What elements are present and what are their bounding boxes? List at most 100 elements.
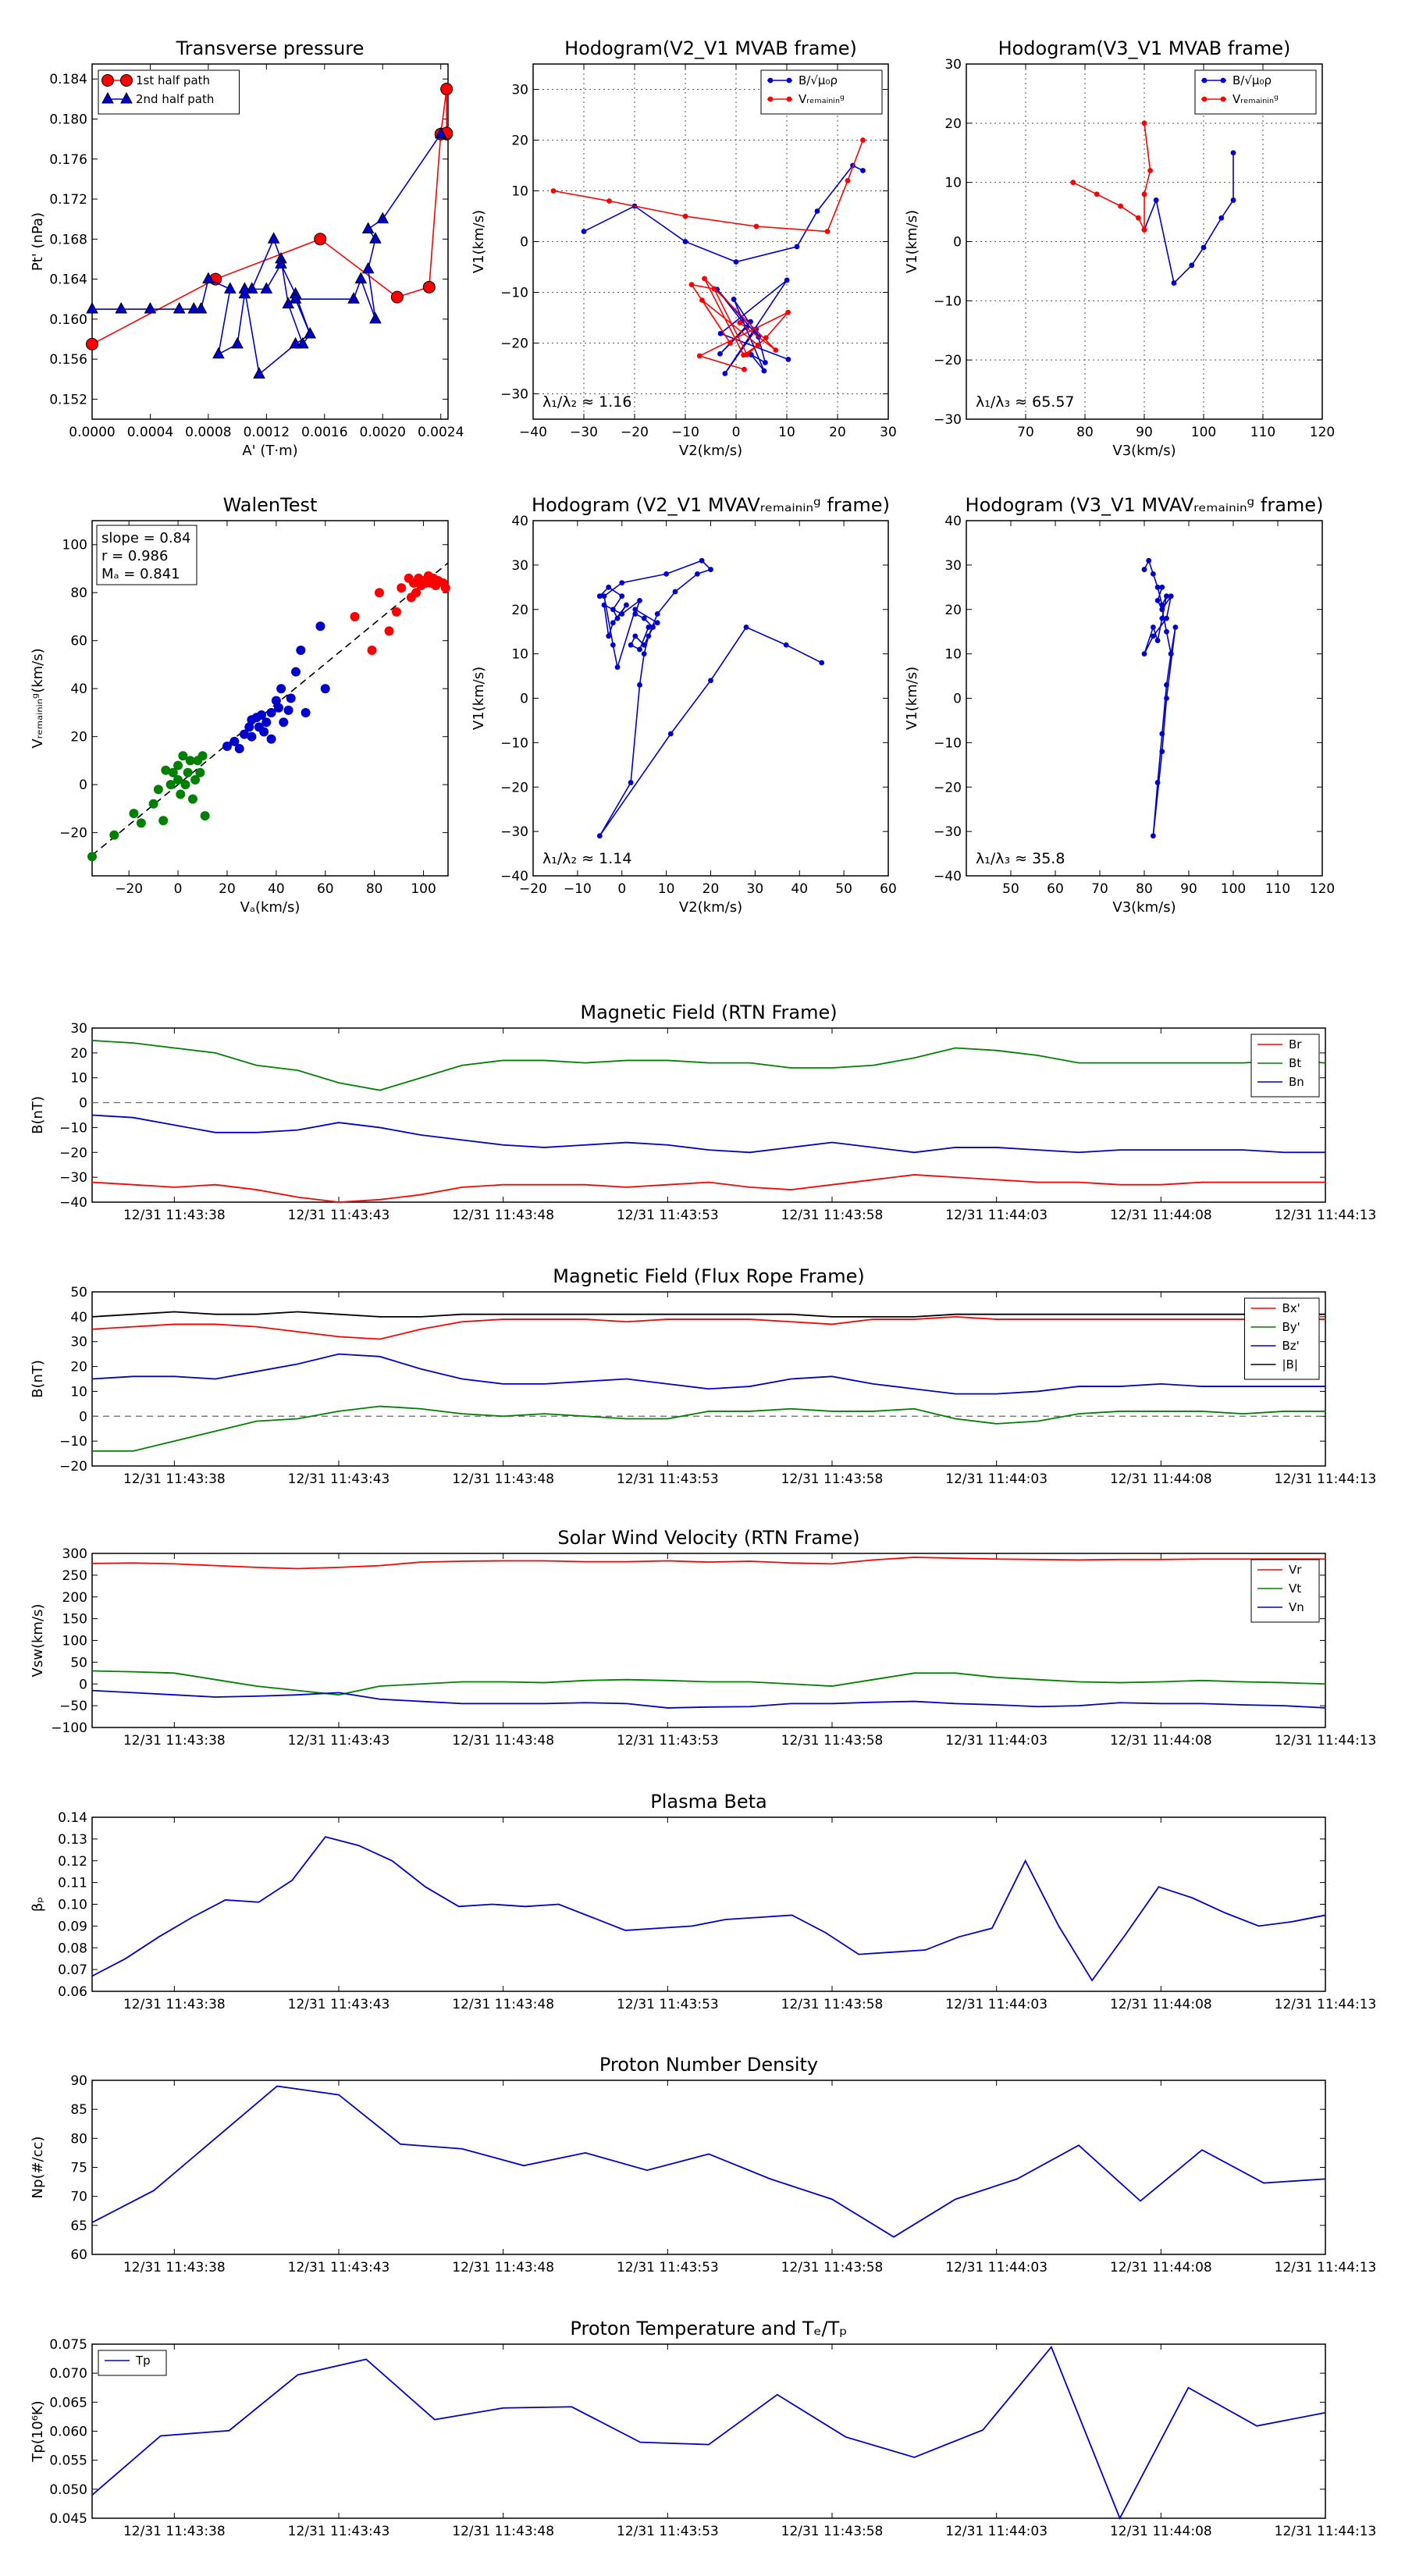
scatter-point	[315, 621, 325, 632]
y-tick-label: 0.045	[49, 2511, 87, 2527]
y-tick-label: 90	[70, 2073, 87, 2089]
data-point	[1230, 150, 1236, 156]
y-tick-label: −20	[934, 780, 962, 795]
y-tick-label: 60	[70, 2247, 87, 2263]
chart-title: Hodogram(V2_V1 MVAB frame)	[564, 37, 857, 59]
x-tick-label: 10	[658, 881, 675, 897]
x-tick-label: 12/31 11:43:48	[452, 1208, 554, 1223]
y-tick-label: 70	[70, 2190, 87, 2205]
data-point	[646, 633, 652, 639]
y-tick-label: 0.075	[49, 2337, 87, 2353]
data-point	[86, 301, 98, 314]
x-tick-label: 80	[1076, 425, 1094, 440]
cluster-point	[699, 297, 705, 303]
y-tick-label: 20	[70, 1046, 87, 1062]
scatter-point	[129, 809, 139, 819]
x-tick-label: 12/31 11:44:13	[1275, 1733, 1377, 1749]
y-tick-label: 0.050	[49, 2482, 87, 2498]
ratio-annotation: λ₁/λ₂ ≈ 1.16	[542, 393, 631, 411]
y-tick-label: −10	[934, 735, 962, 751]
scatter-point	[286, 693, 296, 703]
legend-box	[1250, 1034, 1320, 1098]
series-line	[599, 560, 823, 837]
plot-frame	[91, 2343, 1326, 2519]
data-point	[253, 367, 265, 379]
series-line	[91, 1689, 1326, 1709]
data-point	[1164, 628, 1169, 635]
data-point	[1151, 571, 1156, 577]
y-tick-label: 200	[62, 1590, 87, 1606]
x-tick-label: 20	[219, 881, 236, 897]
scatter-point	[239, 729, 249, 739]
y-tick-label: −20	[59, 1459, 87, 1475]
x-tick-label: 0.0008	[185, 425, 231, 440]
x-tick-label: −20	[519, 881, 547, 897]
y-axis-label: B(nT)	[30, 1096, 46, 1134]
legend-label: 1st half path	[136, 73, 210, 87]
x-tick-label: 12/31 11:43:53	[617, 1471, 719, 1487]
x-tick-label: 12/31 11:44:03	[945, 1471, 1048, 1487]
y-tick-label: −10	[59, 1434, 87, 1450]
chart-p5: Hodogram (V2_V1 MVAVᵣₑₘₐᵢₙᵢₙᵍ frame)−20−…	[471, 494, 897, 916]
y-tick-label: 30	[944, 57, 962, 73]
y-tick-label: 30	[944, 558, 962, 574]
data-point	[1159, 584, 1165, 590]
legend-label: |B|	[1282, 1357, 1298, 1372]
y-tick-label: −30	[500, 387, 528, 403]
y-tick-label: −20	[59, 826, 87, 841]
series-line	[91, 88, 447, 345]
cluster-point	[742, 366, 747, 372]
scatter-point	[158, 816, 169, 826]
x-tick-label: 12/31 11:43:53	[617, 1733, 719, 1749]
data-point	[304, 327, 317, 339]
cluster-point	[784, 277, 790, 283]
scatter-point	[247, 731, 257, 742]
scatter-point	[165, 780, 176, 790]
data-point	[672, 589, 678, 595]
y-tick-label: 80	[70, 2131, 87, 2147]
data-point	[614, 664, 621, 671]
chart-t5: Proton Number Density 12/31 11:43:38 12/31…	[30, 2054, 1376, 2275]
chart-p1: Transverse pressure 0.0000 0.0004 0.0008 0.0…	[30, 37, 464, 459]
y-tick-label: 0.184	[49, 72, 87, 87]
data-point	[238, 282, 251, 294]
data-point	[1159, 607, 1165, 613]
legend-marker	[1220, 96, 1226, 102]
data-point	[212, 347, 225, 359]
data-point	[1141, 191, 1147, 197]
x-tick-label: 12/31 11:43:48	[452, 2524, 554, 2539]
y-tick-label: 20	[944, 116, 962, 132]
cluster-point	[748, 352, 754, 358]
data-point	[347, 292, 360, 304]
chart-title: Hodogram(V3_V1 MVAB frame)	[998, 37, 1291, 59]
legend-marker	[786, 77, 792, 84]
x-tick-label: 0.0024	[418, 425, 464, 440]
legend-marker	[101, 91, 114, 104]
data-point	[860, 137, 866, 143]
stats-box	[96, 525, 197, 585]
scatter-point	[276, 684, 286, 694]
x-tick-label: −10	[671, 425, 699, 440]
data-point	[1141, 226, 1147, 233]
y-tick-label: 250	[62, 1568, 87, 1584]
data-point	[824, 229, 831, 234]
x-tick-label: 12/31 11:43:48	[452, 2260, 554, 2275]
data-point	[632, 607, 638, 613]
x-axis-label: V3(km/s)	[1112, 899, 1176, 916]
series-line	[91, 1114, 1325, 1154]
x-tick-label: 12/31 11:44:03	[945, 1208, 1048, 1223]
x-axis-label: V2(km/s)	[679, 443, 742, 459]
data-point	[1136, 215, 1141, 221]
data-point	[314, 233, 327, 246]
scatter-point	[440, 583, 450, 593]
y-axis-label: Tp(10⁶K)	[30, 2400, 46, 2462]
y-axis-label: B(nT)	[30, 1360, 46, 1398]
series-line	[91, 1174, 1325, 1203]
x-tick-label: 12/31 11:43:48	[452, 1471, 554, 1487]
x-tick-label: 90	[1180, 881, 1197, 897]
scatter-point	[148, 799, 158, 809]
x-tick-label: 12/31 11:43:58	[781, 2524, 884, 2539]
x-tick-label: 12/31 11:43:53	[617, 2260, 719, 2275]
series-line	[91, 1315, 1325, 1340]
chart-p3: Hodogram(V3_V1 MVAB frame)70 80 90 100 110 12…	[904, 37, 1335, 459]
